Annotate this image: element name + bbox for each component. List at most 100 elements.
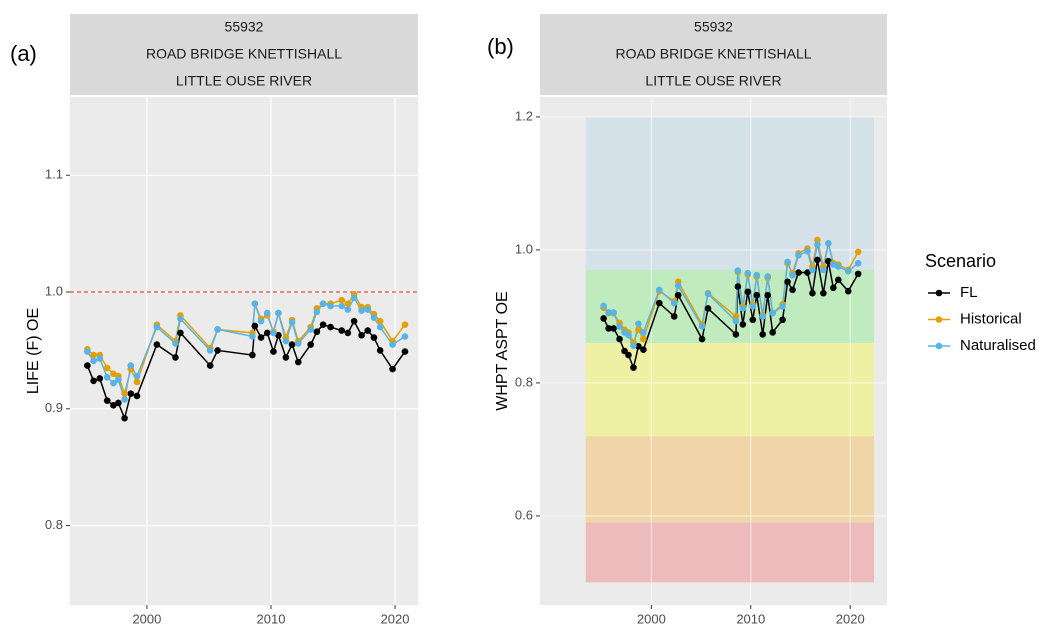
y-tick-label: 0.9 — [45, 400, 63, 415]
data-point — [294, 358, 302, 366]
score-band — [585, 116, 875, 270]
data-point — [344, 300, 352, 308]
data-point — [389, 365, 396, 373]
data-point — [749, 303, 757, 310]
data-point — [820, 289, 827, 297]
data-point — [670, 299, 678, 307]
data-point — [854, 248, 862, 256]
data-point — [844, 287, 852, 295]
data-point — [600, 302, 607, 310]
data-point — [249, 351, 256, 359]
data-point — [90, 377, 97, 385]
data-point — [670, 313, 678, 320]
data-point — [753, 271, 761, 279]
data-point — [177, 315, 184, 323]
data-point — [834, 263, 842, 270]
data-point — [121, 414, 128, 422]
data-point — [616, 335, 623, 343]
data-point — [804, 269, 811, 276]
y-tick-label: 0.8 — [45, 517, 63, 532]
data-point — [338, 302, 346, 310]
data-point — [600, 315, 607, 322]
data-point — [96, 375, 104, 382]
data-point — [795, 269, 802, 276]
data-point — [834, 276, 842, 284]
data-point — [214, 347, 221, 354]
strip-text: 55932 — [225, 19, 264, 35]
data-point — [90, 357, 97, 365]
panel-label: (a) — [10, 41, 37, 66]
data-point — [844, 267, 852, 275]
y-tick-label: 0.8 — [515, 374, 533, 389]
legend-swatch-point — [935, 289, 943, 297]
data-point — [830, 261, 837, 268]
data-point — [789, 271, 796, 279]
legend-title: Scenario — [925, 251, 996, 271]
data-point — [364, 327, 372, 334]
data-point — [313, 328, 321, 336]
score-band — [585, 522, 875, 583]
score-band — [585, 436, 875, 523]
data-point — [263, 329, 271, 337]
y-tick-label: 0.6 — [515, 507, 533, 522]
data-point — [307, 341, 314, 348]
data-point — [640, 329, 647, 336]
y-axis-label: WHPT ASPT OE — [494, 291, 511, 410]
data-point — [605, 325, 612, 332]
data-point — [640, 335, 647, 343]
data-point — [759, 331, 767, 338]
data-point — [103, 397, 111, 404]
data-point — [350, 294, 358, 302]
data-point — [249, 333, 256, 340]
data-point — [779, 303, 786, 310]
x-tick-label: 2000 — [637, 611, 666, 626]
data-point — [732, 317, 740, 325]
data-point — [307, 326, 314, 333]
data-point — [275, 331, 282, 339]
data-point — [177, 329, 184, 337]
data-point — [275, 309, 282, 317]
data-point — [616, 323, 623, 330]
data-point — [809, 289, 816, 297]
y-tick-label: 1.0 — [45, 283, 63, 298]
data-point — [734, 283, 742, 290]
data-point — [263, 309, 271, 317]
data-point — [814, 236, 821, 244]
x-tick-label: 2010 — [736, 611, 765, 626]
data-point — [364, 306, 372, 313]
data-point — [749, 316, 757, 324]
y-tick-label: 1.0 — [515, 241, 533, 256]
data-point — [294, 340, 302, 347]
data-point — [358, 307, 365, 315]
data-point — [635, 326, 642, 334]
data-point — [121, 390, 128, 397]
data-point — [121, 396, 128, 403]
data-point — [110, 379, 117, 387]
data-point — [401, 348, 409, 355]
data-point — [153, 323, 161, 331]
data-point — [110, 370, 117, 378]
data-point — [739, 305, 747, 312]
data-point — [338, 296, 346, 304]
data-point — [744, 269, 752, 277]
data-point — [698, 323, 706, 330]
data-point — [350, 317, 358, 325]
strip-text: LITTLE OUSE RIVER — [645, 73, 781, 89]
data-point — [319, 321, 327, 329]
strip-background — [540, 14, 887, 95]
data-point — [270, 348, 277, 355]
strip-text: LITTLE OUSE RIVER — [176, 73, 312, 89]
data-point — [127, 390, 135, 397]
data-point — [133, 378, 141, 386]
legend-swatch-point — [935, 342, 943, 350]
data-point — [115, 399, 122, 407]
data-point — [698, 335, 706, 343]
x-tick-label: 2010 — [257, 611, 286, 626]
data-point — [625, 331, 632, 339]
data-point — [206, 347, 214, 354]
data-point — [704, 290, 712, 298]
data-point — [640, 346, 647, 353]
data-point — [744, 288, 752, 296]
data-point — [319, 300, 327, 308]
data-point — [84, 348, 91, 355]
